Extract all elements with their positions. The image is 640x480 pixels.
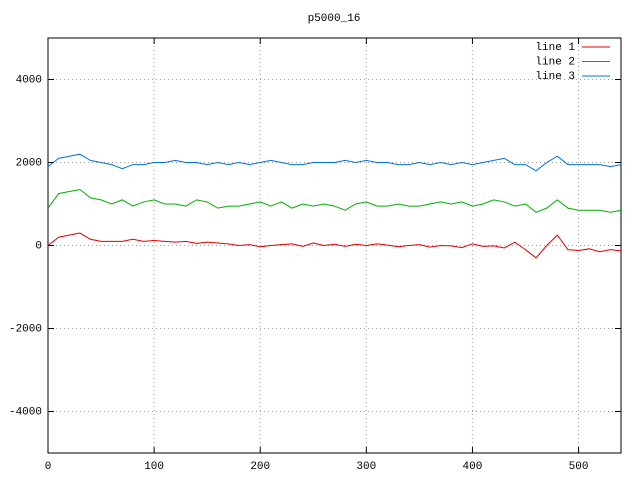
data-line <box>47 232 622 259</box>
chart-title: p5000_16 <box>308 13 361 25</box>
y-tick-label: 0 <box>35 240 42 252</box>
y-tick-label: -4000 <box>9 406 42 418</box>
x-tick-label: 400 <box>463 461 483 473</box>
data-line <box>47 153 622 172</box>
y-tick-label: 2000 <box>16 157 42 169</box>
x-tick-label: 500 <box>569 461 589 473</box>
x-tick-label: 0 <box>45 461 52 473</box>
y-tick-label: 4000 <box>16 74 42 86</box>
data-line <box>47 188 622 213</box>
x-tick-label: 100 <box>144 461 164 473</box>
legend-label: line 3 <box>535 71 575 83</box>
x-tick-label: 300 <box>356 461 376 473</box>
x-tick-label: 200 <box>250 461 270 473</box>
legend-label: line 2 <box>535 56 575 68</box>
legend-label: line 1 <box>535 42 575 54</box>
y-tick-label: -2000 <box>9 323 42 335</box>
